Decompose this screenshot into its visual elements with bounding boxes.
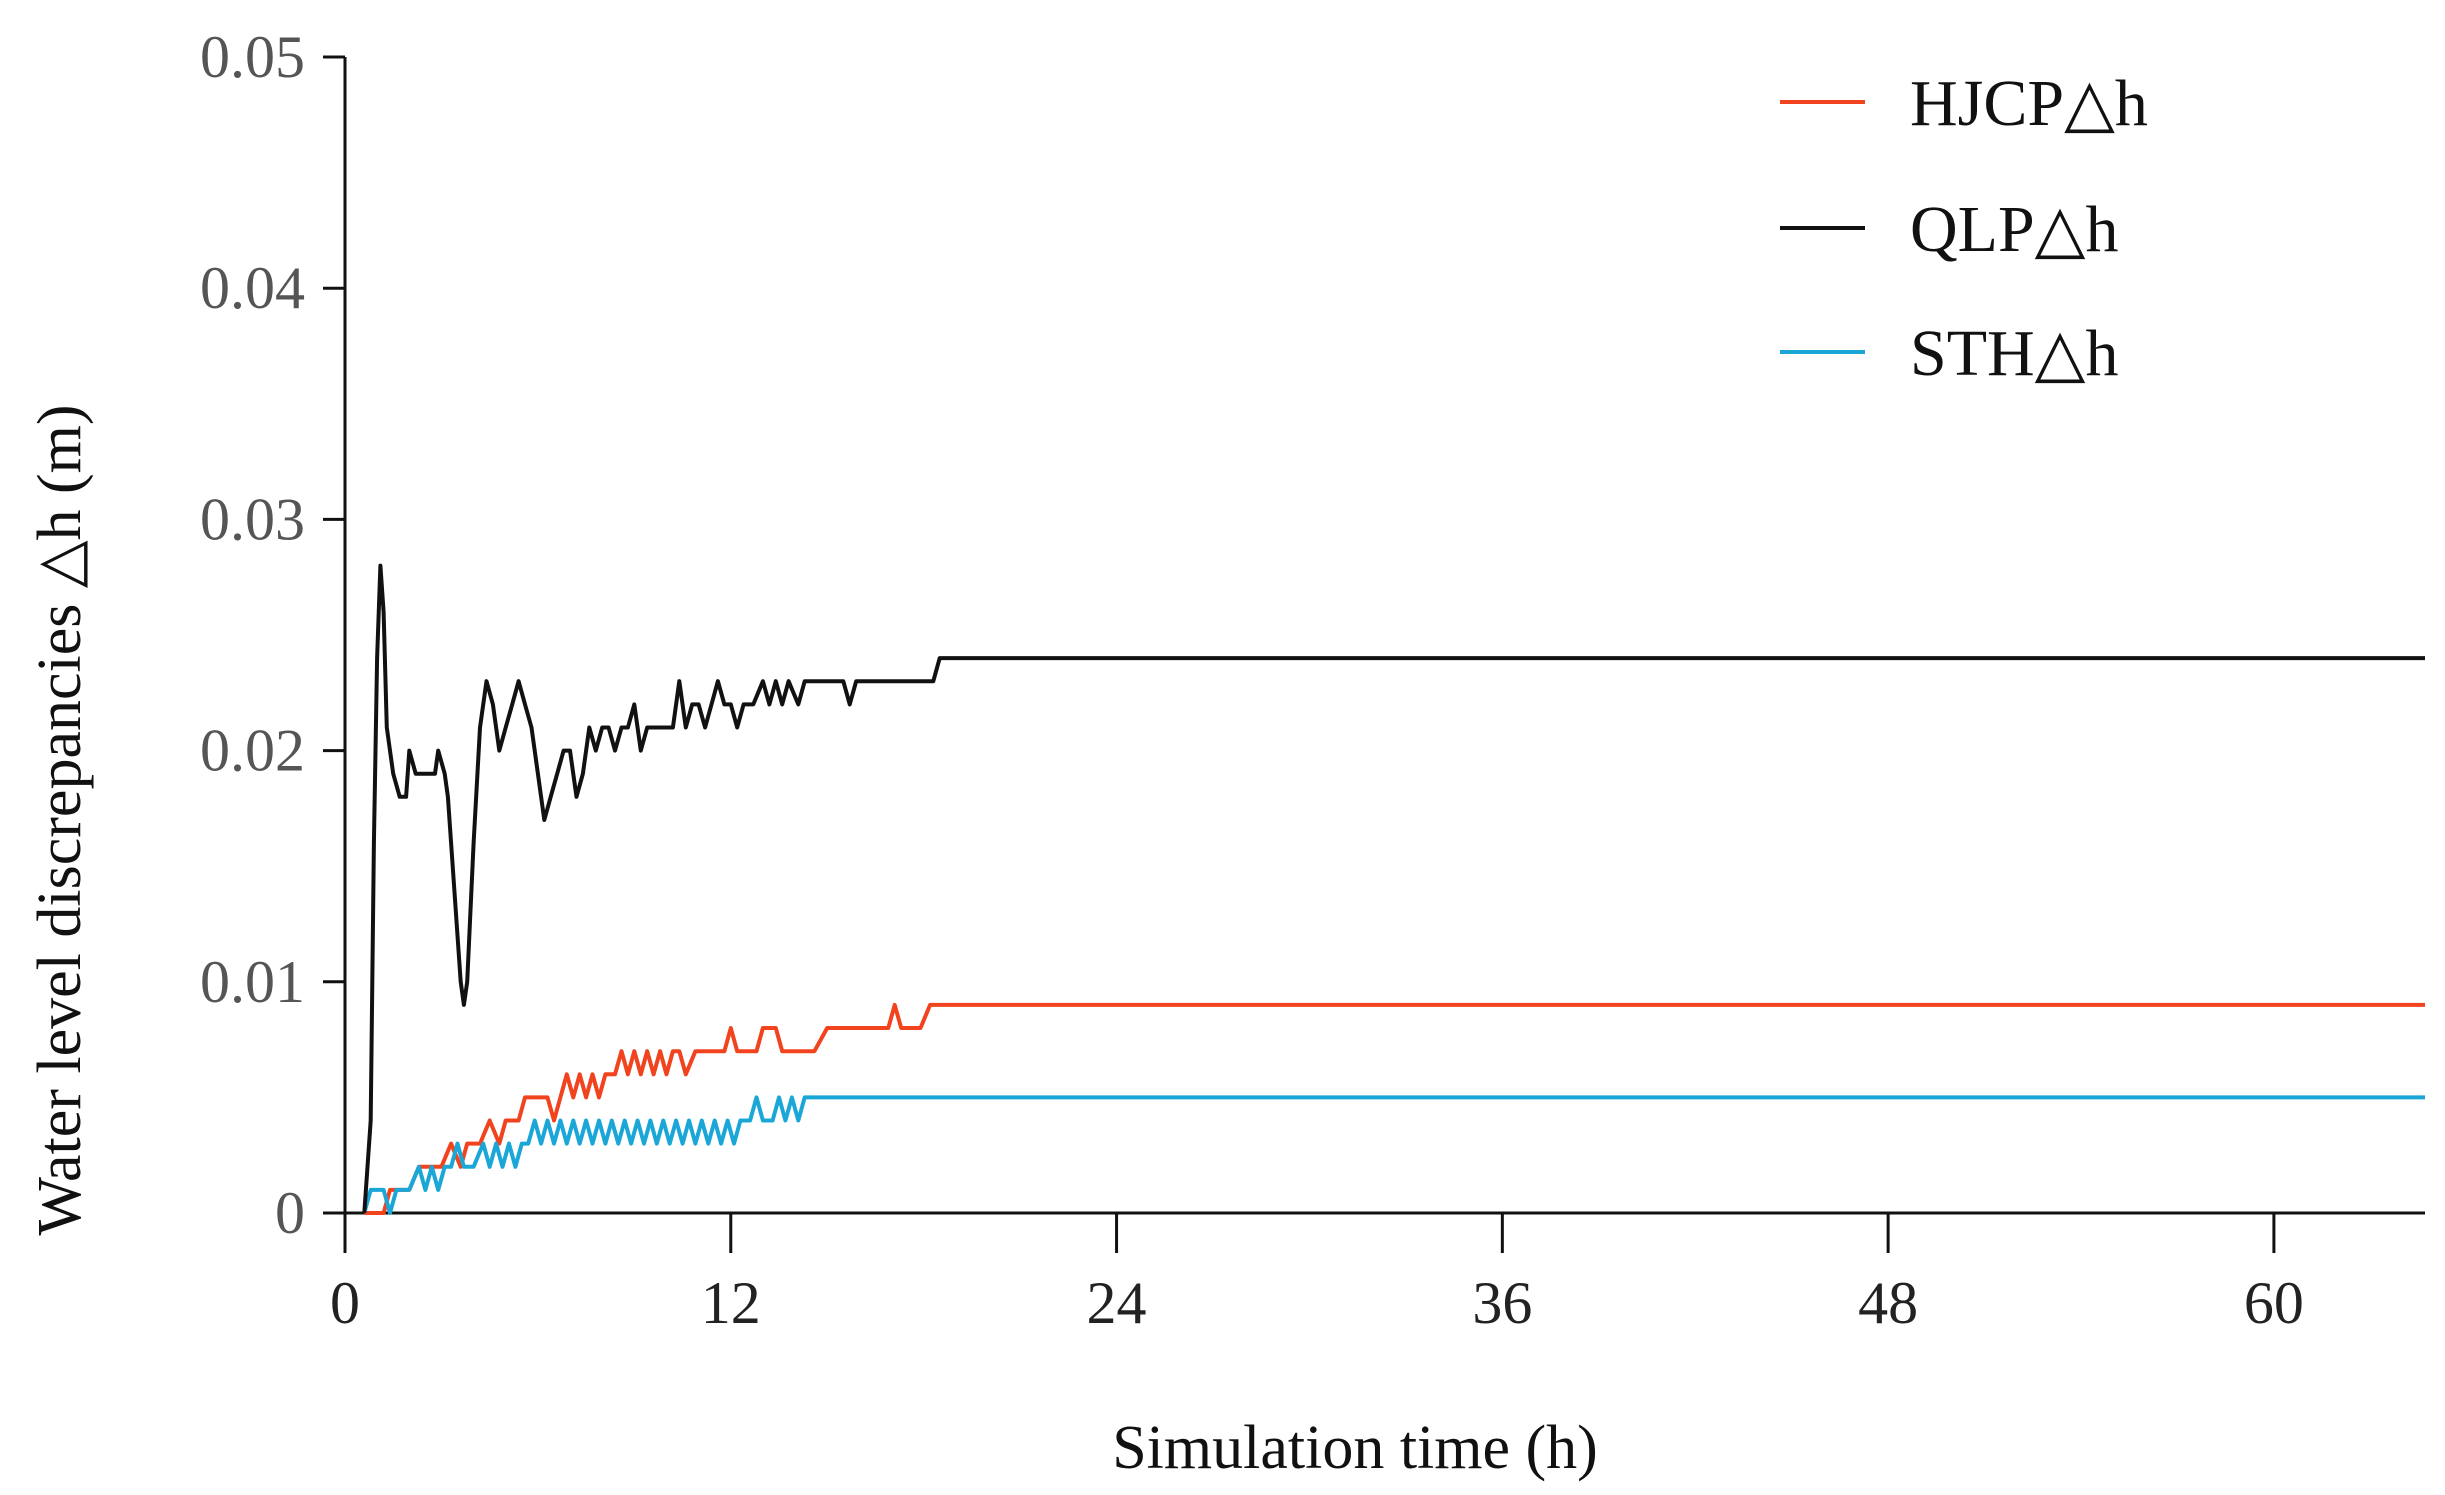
x-tick-label: 36 <box>1472 1270 1532 1336</box>
legend-label-sthh: STH△h <box>1910 317 2118 390</box>
series-line-hjcph <box>364 1002 2425 1215</box>
x-tick-label: 48 <box>1858 1270 1918 1336</box>
series-line-qlph <box>362 563 2425 1214</box>
y-tick-label: 0.03 <box>200 486 305 552</box>
legend-label-hjcph: HJCP△h <box>1910 67 2148 140</box>
x-tick-label: 60 <box>2244 1270 2304 1336</box>
y-tick-label: 0.05 <box>200 24 305 90</box>
x-axis: 0 12 24 36 48 60 <box>330 1211 2425 1336</box>
series-line-sthh <box>362 1095 2425 1215</box>
y-tick-label: 0 <box>275 1180 305 1246</box>
x-axis-title: Simulation time (h) <box>1112 1414 1598 1482</box>
x-tick-label: 12 <box>701 1270 761 1336</box>
plot-series <box>362 563 2425 1215</box>
y-axis: 0 0.01 0.02 0.03 0.04 0.05 <box>200 24 347 1246</box>
legend-label-qlph: QLP△h <box>1910 193 2118 266</box>
y-axis-title: Water level discrepancies △h (m) <box>26 404 94 1235</box>
x-tick-label: 0 <box>330 1270 360 1336</box>
y-tick-label: 0.01 <box>200 949 305 1015</box>
x-tick-label: 24 <box>1087 1270 1147 1336</box>
y-tick-label: 0.04 <box>200 255 305 321</box>
legend: HJCP△h QLP△h STH△h <box>1780 67 2148 390</box>
y-tick-label: 0.02 <box>200 718 305 784</box>
